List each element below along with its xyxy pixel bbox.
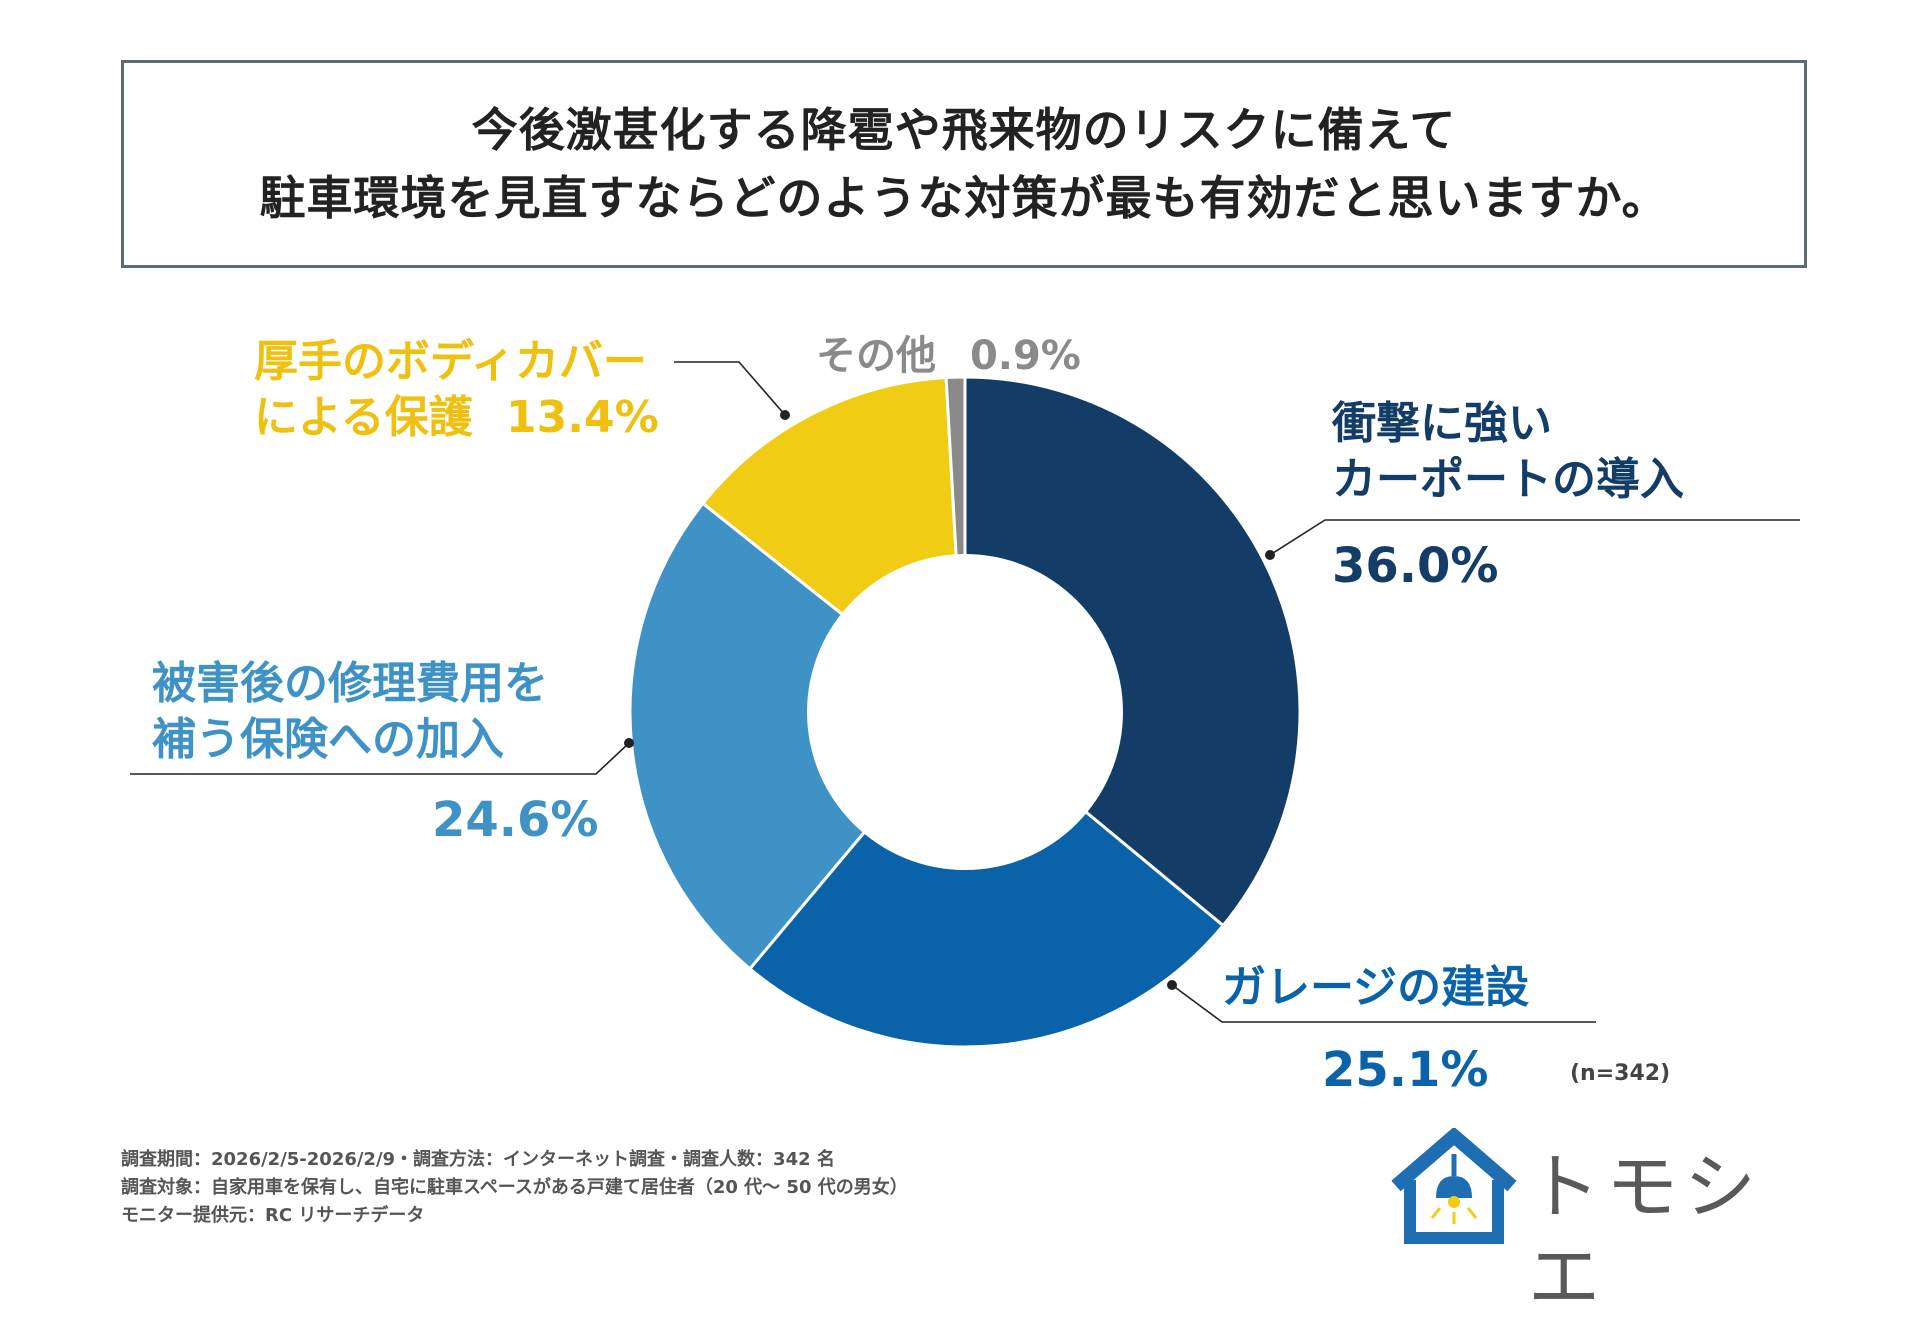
chart-title: 今後激甚化する降雹や飛来物のリスクに備えて 駐車環境を見直すならどのような対策が… bbox=[121, 60, 1807, 268]
slice-label-cover-line2-text: による保護 bbox=[254, 392, 473, 443]
tomoshie-logo: トモシエ bbox=[1388, 1126, 1808, 1319]
slice-label-carport-line1: 衝撃に強い bbox=[1332, 398, 1552, 449]
title-line-1: 今後激甚化する降雹や飛来物のリスクに備えて bbox=[471, 103, 1457, 157]
slice-label-cover: 厚手のボディカバー による保護 13.4% bbox=[254, 334, 659, 446]
slice-label-insurance-line1: 被害後の修理費用を bbox=[152, 658, 548, 709]
slice-label-cover-line1: 厚手のボディカバー bbox=[254, 336, 647, 387]
slice-label-other: その他 0.9% bbox=[816, 328, 1081, 384]
footer-line-3: モニター提供元：RC リサーチデータ bbox=[121, 1205, 425, 1226]
slice-garage bbox=[747, 709, 1226, 1049]
slice-label-insurance-line2: 補う保険への加入 bbox=[152, 714, 504, 765]
slice-value-cover: 13.4% bbox=[506, 392, 659, 443]
footer-line-1: 調査期間：2026/2/5-2026/2/9・調査方法：インターネット調査・調査… bbox=[121, 1149, 835, 1170]
leader-lines bbox=[130, 361, 1800, 1023]
slice-label-carport-line2: カーポートの導入 bbox=[1332, 454, 1684, 505]
sample-size: (n=342) bbox=[1570, 1061, 1671, 1086]
footer-line-2: 調査対象：自家用車を保有し、自宅に駐車スペースがある戸建て居住者（20 代～ 5… bbox=[121, 1177, 908, 1198]
leader-line-carport bbox=[1269, 519, 1800, 556]
leader-dot-garage bbox=[1167, 980, 1177, 990]
slice-value-insurance: 24.6% bbox=[432, 792, 599, 848]
leader-line-insurance bbox=[130, 742, 630, 775]
slice-value-other: 0.9% bbox=[969, 333, 1081, 379]
leader-dot-carport bbox=[1265, 550, 1275, 560]
slice-carport bbox=[963, 375, 1302, 928]
survey-footer: 調査期間：2026/2/5-2026/2/9・調査方法：インターネット調査・調査… bbox=[121, 1146, 908, 1230]
title-line-2: 駐車環境を見直すならどのような対策が最も有効だと思いますか。 bbox=[259, 171, 1669, 225]
slice-value-carport: 36.0% bbox=[1332, 538, 1499, 594]
slice-label-cover-line2: による保護 13.4% bbox=[254, 390, 659, 446]
leader-line-garage bbox=[1171, 984, 1596, 1023]
logo-text: トモシエ bbox=[1528, 1145, 1763, 1319]
slice-label-carport: 衝撃に強い カーポートの導入 bbox=[1332, 396, 1684, 508]
slice-value-garage: 25.1% bbox=[1322, 1042, 1489, 1098]
donut-chart bbox=[130, 361, 1800, 1049]
leader-dot-insurance bbox=[624, 738, 634, 748]
slice-label-garage: ガレージの建設 bbox=[1222, 962, 1530, 1013]
leader-dot-cover bbox=[780, 410, 790, 420]
donut-hole bbox=[807, 554, 1123, 870]
house-lamp-icon bbox=[1391, 1126, 1517, 1244]
slice-label-insurance: 被害後の修理費用を 補う保険への加入 bbox=[152, 656, 548, 768]
leader-line-cover bbox=[674, 361, 786, 416]
slice-label-other-text: その他 bbox=[816, 333, 936, 379]
